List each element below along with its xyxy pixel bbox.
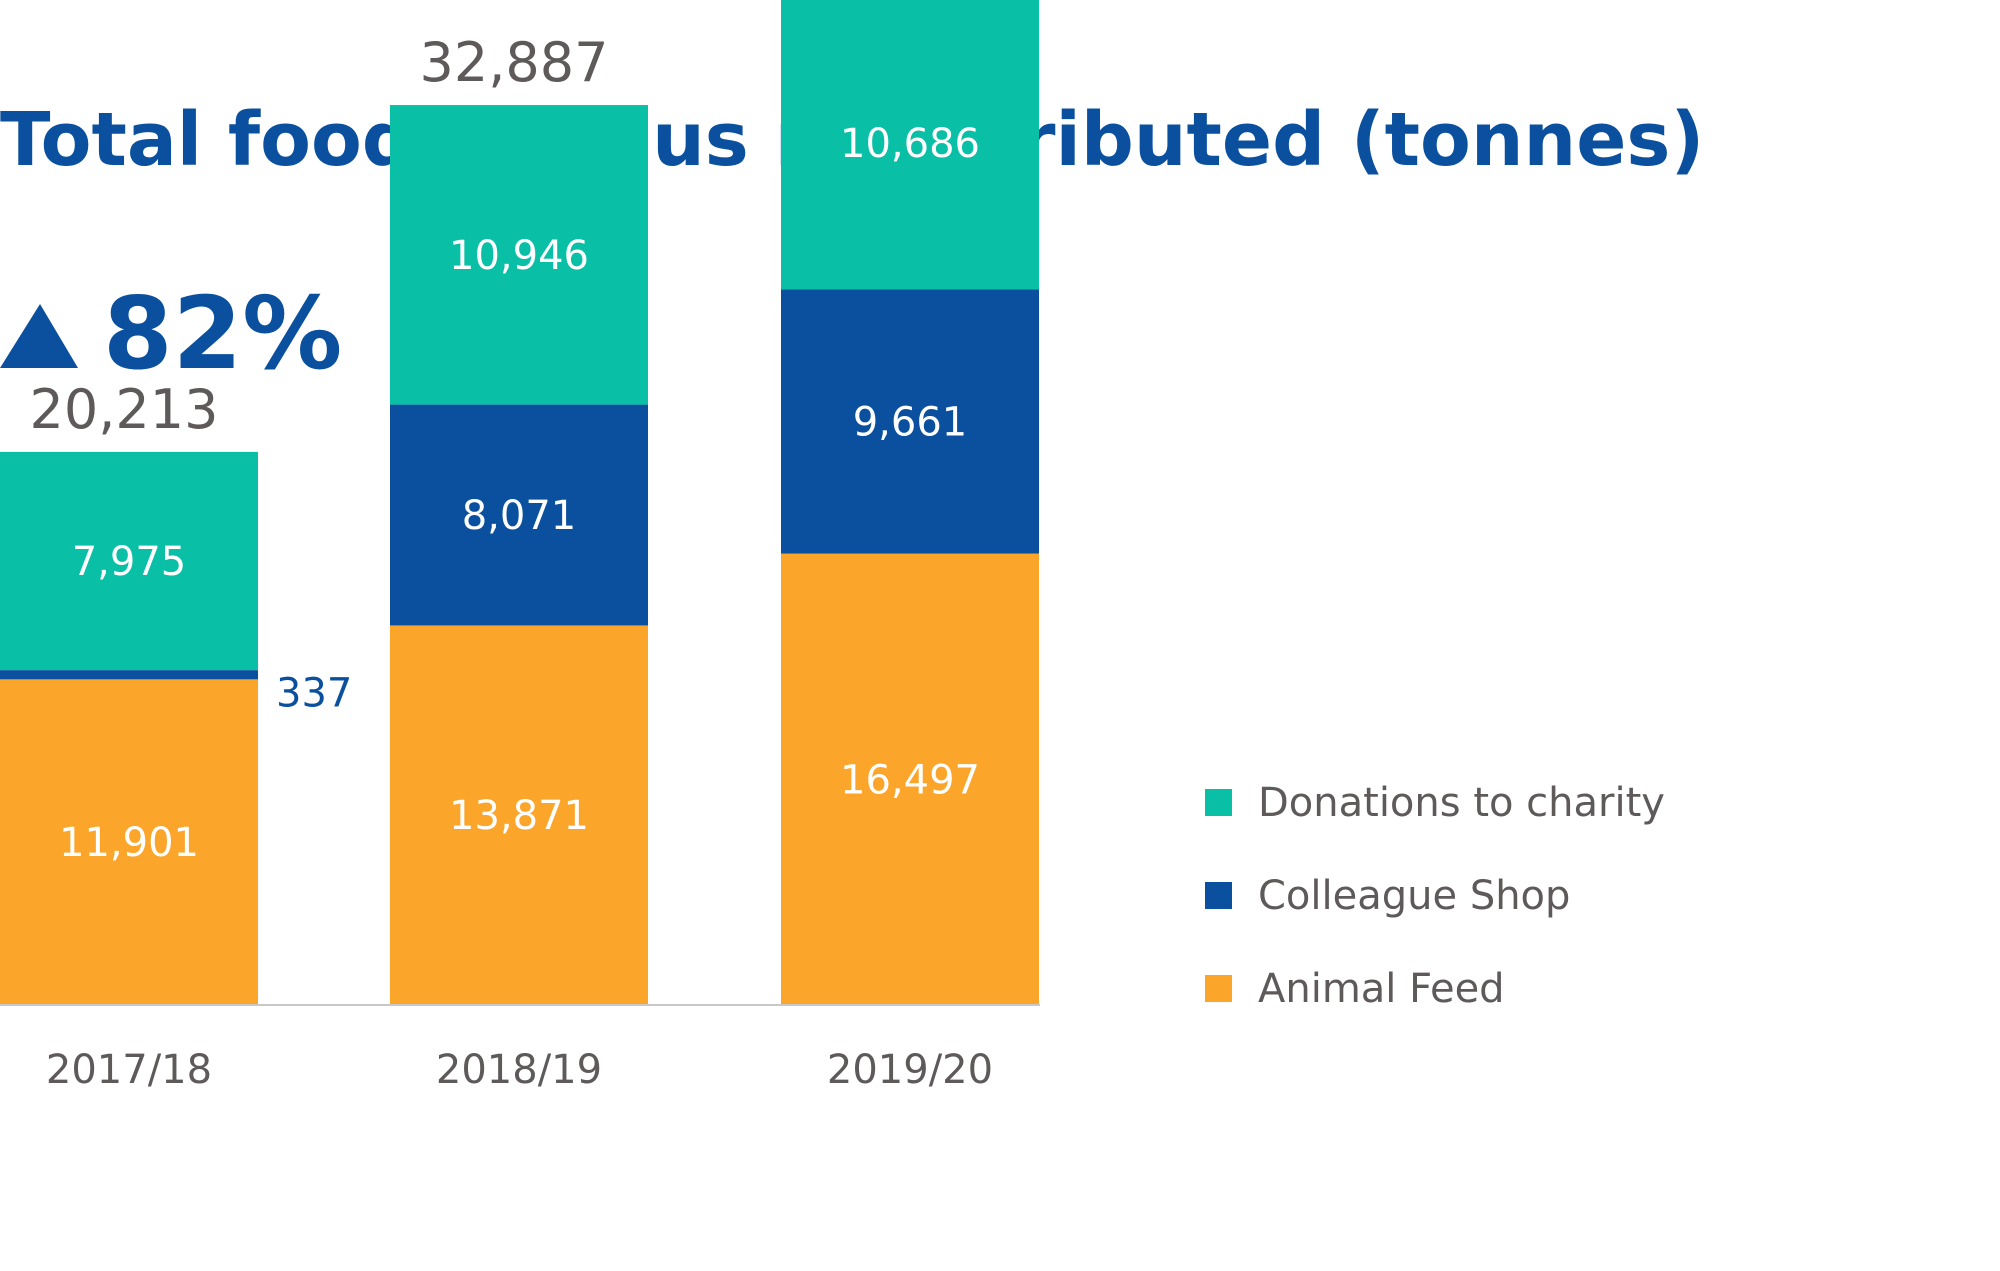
bar-segment-animal-feed-2019-20 xyxy=(781,553,1039,1005)
legend-label: Animal Feed xyxy=(1258,966,1505,1012)
x-tick-label: 2017/18 xyxy=(46,1047,212,1093)
bar-total-label: 20,213 xyxy=(30,378,219,441)
bar-segment-animal-feed-2018-19 xyxy=(390,625,648,1005)
legend-label: Colleague Shop xyxy=(1258,873,1570,919)
up-triangle-icon xyxy=(0,304,78,368)
x-tick-label: 2019/20 xyxy=(827,1047,993,1093)
x-tick-label: 2018/19 xyxy=(436,1047,602,1093)
segment-value-label: 13,871 xyxy=(449,793,589,839)
legend-swatch-donations-to-charity xyxy=(1205,789,1232,816)
segment-value-label: 11,901 xyxy=(59,820,199,866)
bar-segment-colleague-shop-2018-19 xyxy=(390,404,648,626)
segment-value-label: 7,975 xyxy=(72,539,187,585)
bar-segment-colleague-shop-2019-20 xyxy=(781,289,1039,554)
bar-segment-colleague-shop-2017-18 xyxy=(0,670,258,680)
segment-value-label: 10,946 xyxy=(449,233,589,279)
segment-value-label: 9,661 xyxy=(853,399,968,445)
x-axis-ticks: 2017/18 2018/19 2019/20 xyxy=(46,1047,993,1093)
legend-swatch-animal-feed xyxy=(1205,975,1232,1002)
legend: Donations to charity Colleague Shop Animal… xyxy=(1205,780,1665,1012)
legend-swatch-colleague-shop xyxy=(1205,882,1232,909)
segment-value-label: 8,071 xyxy=(462,493,577,539)
bar-segment-donations-to-charity-2019-20 xyxy=(781,0,1039,290)
legend-label: Donations to charity xyxy=(1258,780,1665,826)
bars-group: 11,901 337 7,975 20,213 13,871 8,071 10,946 32,… xyxy=(0,0,1039,1005)
segment-value-label: 337 xyxy=(276,671,352,717)
bar-segment-animal-feed-2017-18 xyxy=(0,679,258,1005)
bar-segment-donations-to-charity-2018-19 xyxy=(390,105,648,405)
bar-segment-donations-to-charity-2017-18 xyxy=(0,451,258,671)
segment-value-label: 10,686 xyxy=(840,121,980,167)
segment-value-label: 16,497 xyxy=(840,757,980,803)
headline-percentage: 82% xyxy=(103,275,342,392)
bar-total-label: 32,887 xyxy=(420,31,609,94)
